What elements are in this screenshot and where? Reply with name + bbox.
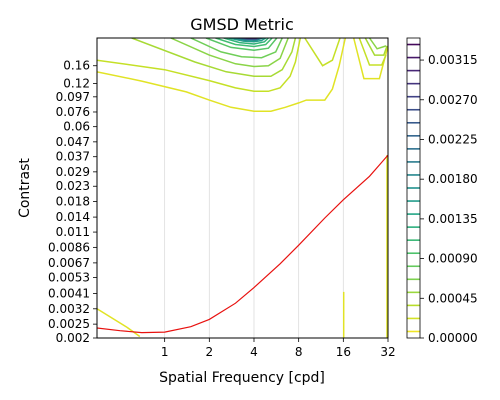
x-grid-lines [164, 38, 344, 338]
contour-line [228, 38, 267, 43]
y-tick-label: 0.0032 [48, 302, 90, 316]
colorbar-tick-label: 0.00090 [428, 252, 478, 266]
y-tick-label: 0.037 [56, 150, 90, 164]
contour-lines [97, 38, 388, 338]
x-axis-label: Spatial Frequency [cpd] [159, 370, 325, 386]
plot-frame [96, 37, 389, 339]
y-tick-label: 0.011 [56, 225, 90, 239]
y-tick-label: 0.0025 [48, 317, 90, 331]
contour-line [304, 38, 341, 67]
colorbar-tick-label: 0.00000 [428, 331, 478, 345]
y-tick-label: 0.076 [56, 105, 90, 119]
y-tick-label: 0.047 [56, 135, 90, 149]
colorbar-tick-label: 0.00045 [428, 291, 478, 305]
chart-title: GMSD Metric [190, 15, 294, 34]
contour-line [368, 38, 387, 50]
contour-line [97, 38, 347, 112]
y-tick-label: 0.014 [56, 210, 90, 224]
colorbar-frame [406, 37, 421, 339]
contour-line [170, 38, 289, 68]
y-tick-label: 0.018 [56, 194, 90, 208]
x-tick-label: 16 [336, 345, 351, 359]
x-axis-ticks: 1 2 4 8 16 32 [161, 338, 396, 359]
contour-line [97, 38, 302, 93]
contour-line [205, 38, 278, 52]
contour-line [131, 38, 297, 78]
contour-line [223, 38, 269, 45]
contour-line [358, 38, 387, 66]
x-tick-label: 4 [250, 345, 258, 359]
y-axis-label: Contrast [17, 158, 33, 218]
y-tick-label: 0.0086 [48, 240, 90, 254]
x-tick-label: 32 [380, 345, 395, 359]
y-tick-label: 0.0041 [48, 286, 90, 300]
y-tick-label: 0.029 [56, 165, 90, 179]
threshold-curve [97, 154, 388, 334]
x-tick-label: 1 [161, 345, 169, 359]
colorbar-tick-label: 0.00135 [428, 212, 478, 226]
y-tick-label: 0.16 [63, 59, 90, 73]
colorbar-tick-label: 0.00180 [428, 172, 478, 186]
threshold-curve-group [97, 154, 388, 334]
contour-line [364, 38, 388, 56]
y-axis-ticks: 0.160.120.0970.0760.060.0470.0370.0290.0… [48, 59, 97, 345]
contour-line [190, 38, 283, 59]
x-tick-label: 8 [295, 345, 303, 359]
y-tick-label: 0.0067 [48, 256, 90, 270]
y-tick-label: 0.002 [56, 331, 90, 345]
y-tick-label: 0.12 [63, 77, 90, 91]
y-tick-label: 0.097 [56, 90, 90, 104]
y-tick-label: 0.06 [63, 120, 90, 134]
contour-line [97, 308, 141, 338]
colorbar-tick-label: 0.00270 [428, 93, 478, 107]
contour-line [352, 38, 388, 80]
colorbar-tick-label: 0.00225 [428, 132, 478, 146]
contour-line [215, 38, 273, 48]
colorbar-tick-label: 0.00315 [428, 53, 478, 67]
y-tick-label: 0.023 [56, 179, 90, 193]
y-tick-label: 0.0053 [48, 270, 90, 284]
x-tick-label: 2 [206, 345, 214, 359]
colorbar: 0.00000 0.00045 0.00090 0.00135 0.00180 0.002… [406, 37, 478, 345]
